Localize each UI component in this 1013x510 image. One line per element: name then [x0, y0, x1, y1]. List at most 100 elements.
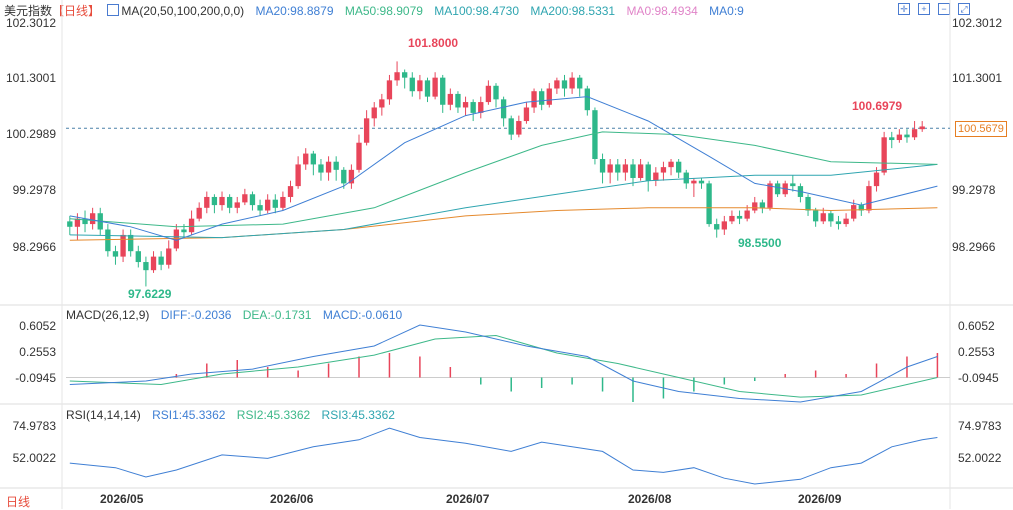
candle-body — [767, 183, 773, 208]
annotation-low-2: 98.5500 — [738, 236, 782, 250]
ma20-value: MA20:98.8879 — [255, 4, 334, 18]
candle-body — [67, 221, 73, 227]
macd-axis-right-1: 0.6052 — [958, 319, 995, 333]
ma20-line — [69, 96, 938, 241]
candle-body — [835, 221, 842, 225]
rsi-axis-left-2: 52.0022 — [12, 451, 56, 465]
candle-body — [394, 72, 400, 81]
candle-body — [607, 164, 613, 173]
candle-body — [478, 102, 484, 113]
x-axis-label-4: 2026/08 — [628, 492, 672, 506]
macd-axis-left-1: 0.6052 — [19, 319, 56, 333]
candle-body — [181, 229, 187, 233]
candle-body — [287, 186, 294, 197]
zoom-in-icon[interactable]: + — [918, 3, 930, 15]
candle-body — [371, 107, 377, 119]
candle-body — [173, 229, 180, 249]
x-axis-label-5: 2026/09 — [798, 492, 842, 506]
price-axis-right-2: 101.3001 — [952, 71, 1003, 85]
candle-body — [333, 161, 339, 170]
candle-body — [89, 213, 96, 225]
last-price-tag: 100.5679 — [955, 121, 1007, 137]
candle-body — [470, 102, 476, 113]
ma-params-label: MA(20,50,100,200,0,0) — [121, 4, 245, 18]
candle-body — [858, 205, 864, 211]
macd-axis-left-3: -0.0945 — [15, 371, 56, 385]
candle-body — [249, 194, 256, 206]
candle-body — [645, 164, 651, 181]
candle-body — [188, 218, 195, 233]
candle-body — [752, 202, 758, 211]
candle-body — [546, 88, 552, 105]
candle-body — [721, 221, 727, 230]
candle-body — [736, 215, 743, 219]
candle-body — [455, 93, 461, 108]
candle-body — [653, 172, 659, 181]
candle-body — [493, 85, 499, 100]
candle-body — [166, 248, 172, 265]
candle-body — [691, 180, 697, 184]
candle-body — [341, 169, 347, 184]
candle-body — [584, 88, 590, 111]
candle-body — [683, 172, 689, 184]
candle-body — [424, 80, 431, 97]
annotation-low-1: 97.6229 — [128, 287, 172, 301]
candle-body — [615, 164, 621, 173]
expand-icon[interactable]: ⤢ — [958, 3, 970, 15]
x-axis-label-2: 2026/06 — [270, 492, 314, 506]
price-axis-right-1: 102.3012 — [952, 16, 1003, 30]
ma0-value-b: MA0:9 — [709, 4, 744, 18]
candle-body — [660, 167, 667, 173]
candle-body — [668, 161, 674, 168]
candle-body — [242, 194, 248, 203]
candle-body — [325, 161, 332, 173]
rsi-legend: RSI(14,14,14) RSI1:45.3362 RSI2:45.3362 … — [66, 408, 403, 422]
candle-body — [440, 77, 446, 105]
crosshair-icon[interactable]: ✛ — [898, 3, 910, 15]
candle-body — [592, 110, 598, 159]
macd-axis-left-2: 0.2553 — [19, 345, 56, 359]
price-axis-left-4: 99.2978 — [12, 183, 56, 197]
candle-body — [409, 77, 415, 92]
candle-body — [485, 85, 492, 103]
macd-value: MACD:-0.0610 — [322, 308, 403, 322]
candle-body — [234, 202, 240, 208]
candle-body — [851, 205, 857, 219]
candle-body — [74, 218, 81, 227]
candle-body — [211, 196, 218, 206]
rsi-axis-right-1: 74.9783 — [958, 419, 1002, 433]
candle-body — [790, 183, 796, 187]
candle-body — [577, 77, 583, 89]
candle-body — [630, 164, 636, 178]
candle-body — [417, 80, 423, 92]
candle-body — [919, 126, 925, 130]
price-legend: 美元指数【日线】 MA(20,50,100,200,0,0) MA20:98.8… — [4, 4, 752, 18]
ma-settings-icon[interactable] — [107, 4, 120, 16]
price-axis-right-4: 99.2978 — [952, 183, 996, 197]
symbol-label: 美元指数 — [4, 4, 53, 18]
macd-dea: DEA:-0.1731 — [242, 308, 312, 322]
candle-body — [447, 93, 453, 105]
candle-body — [896, 134, 903, 141]
period-tag[interactable]: 日线 — [6, 495, 31, 509]
candle-body — [523, 107, 530, 122]
macd-axis-right-2: 0.2553 — [958, 345, 995, 359]
ma50-line — [69, 131, 938, 228]
candle-body — [120, 234, 126, 257]
candle-body — [265, 199, 271, 211]
candle-body — [303, 153, 309, 165]
rsi2-value: RSI2:45.3362 — [236, 408, 311, 422]
price-axis-left-1: 102.3012 — [5, 16, 56, 30]
candle-body — [348, 169, 355, 184]
candle-body — [759, 202, 766, 208]
candle-body — [622, 164, 629, 173]
macd-diff-line — [69, 324, 938, 403]
macd-title: MACD(26,12,9) — [66, 308, 150, 322]
candle-body — [729, 215, 735, 222]
candle-body — [812, 210, 819, 222]
candle-body — [82, 218, 88, 225]
candle-body — [363, 118, 370, 143]
candle-body — [744, 210, 750, 219]
